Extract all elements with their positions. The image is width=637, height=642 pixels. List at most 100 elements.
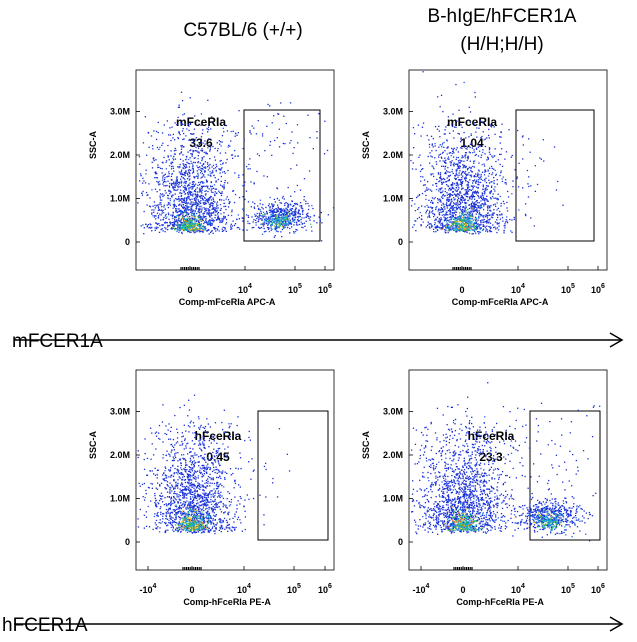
event-dot (469, 224, 471, 226)
event-dot (478, 184, 480, 186)
event-dot (183, 221, 185, 223)
event-dots (410, 71, 564, 235)
event-dot (175, 183, 177, 185)
event-dot (191, 208, 193, 210)
event-dot (168, 134, 170, 136)
event-dot (466, 217, 469, 219)
event-dot (247, 220, 249, 222)
event-dot (169, 522, 172, 524)
event-dot (497, 197, 499, 200)
event-dot (191, 229, 193, 231)
event-dot (205, 487, 207, 489)
event-dot (154, 204, 156, 206)
event-dot (183, 216, 185, 218)
event-dot (158, 531, 161, 533)
event-dot (191, 154, 193, 156)
event-dot (485, 185, 488, 187)
event-dot (527, 183, 529, 185)
event-dot (479, 205, 482, 208)
event-dot (463, 229, 465, 231)
event-dot (458, 197, 460, 200)
event-dot (476, 209, 478, 212)
event-dot (453, 188, 455, 190)
event-dot (443, 206, 446, 208)
event-dot (162, 181, 165, 183)
event-dot (193, 215, 195, 217)
event-dot (185, 198, 188, 200)
event-dot (461, 221, 463, 223)
event-dot (186, 443, 188, 445)
event-dot (140, 225, 142, 227)
event-dot (476, 211, 479, 214)
event-dot (501, 217, 504, 219)
event-dot (197, 229, 199, 232)
event-dot (209, 224, 212, 227)
event-dot (274, 222, 276, 224)
event-dot (438, 226, 440, 228)
event-dot (176, 177, 178, 179)
event-dot (156, 477, 158, 479)
event-dot (306, 213, 308, 215)
event-dot (205, 179, 208, 181)
event-dot (179, 158, 182, 160)
y-axis-label: SSC-A (88, 131, 98, 160)
event-dot (237, 132, 239, 134)
event-dot (214, 228, 217, 230)
event-dot (462, 187, 464, 189)
event-dot (191, 486, 193, 488)
event-dot (192, 223, 194, 225)
event-dot (475, 176, 477, 178)
event-dot (181, 192, 183, 194)
row-arrow-mfcer1a (14, 332, 624, 348)
event-dot (186, 172, 188, 174)
event-dot (204, 229, 206, 231)
event-dot (431, 226, 433, 228)
event-dot (474, 196, 476, 198)
event-dot (219, 528, 221, 530)
event-dot (460, 184, 462, 186)
event-dot (452, 172, 454, 175)
event-dot (191, 479, 193, 481)
event-dot (452, 206, 454, 208)
event-dot (155, 177, 157, 179)
event-dot (201, 176, 203, 178)
event-dot (262, 224, 264, 226)
event-dot (198, 200, 200, 203)
event-dot (446, 170, 448, 172)
event-dot (455, 225, 457, 227)
event-dot (197, 155, 199, 157)
event-dot (189, 187, 191, 189)
event-dot (475, 147, 478, 149)
event-dot (207, 482, 209, 484)
event-dot (193, 232, 195, 234)
event-dot (497, 193, 499, 195)
event-dot (475, 182, 477, 184)
event-dot (477, 225, 479, 228)
event-dot (457, 184, 459, 186)
event-dot (185, 201, 187, 203)
event-dot (155, 222, 157, 224)
event-dot (199, 224, 201, 226)
event-dot (195, 201, 197, 203)
event-dot (473, 222, 476, 224)
event-dot (264, 150, 266, 152)
event-dot (156, 191, 158, 193)
event-dot (158, 180, 160, 183)
event-dot (183, 138, 185, 140)
event-dot (221, 217, 223, 220)
event-dot (177, 227, 179, 229)
event-dot (206, 468, 208, 470)
event-dot (490, 216, 493, 218)
event-dot (457, 166, 460, 168)
event-dot (446, 199, 448, 201)
event-dot (463, 227, 465, 229)
event-dot (176, 219, 178, 221)
event-dot (180, 209, 182, 212)
event-dot (180, 214, 182, 216)
event-dot (196, 139, 198, 142)
event-dot (206, 187, 209, 189)
event-dot (286, 208, 288, 210)
event-dot (457, 188, 459, 191)
event-dot (278, 224, 280, 227)
event-dot (172, 159, 175, 161)
